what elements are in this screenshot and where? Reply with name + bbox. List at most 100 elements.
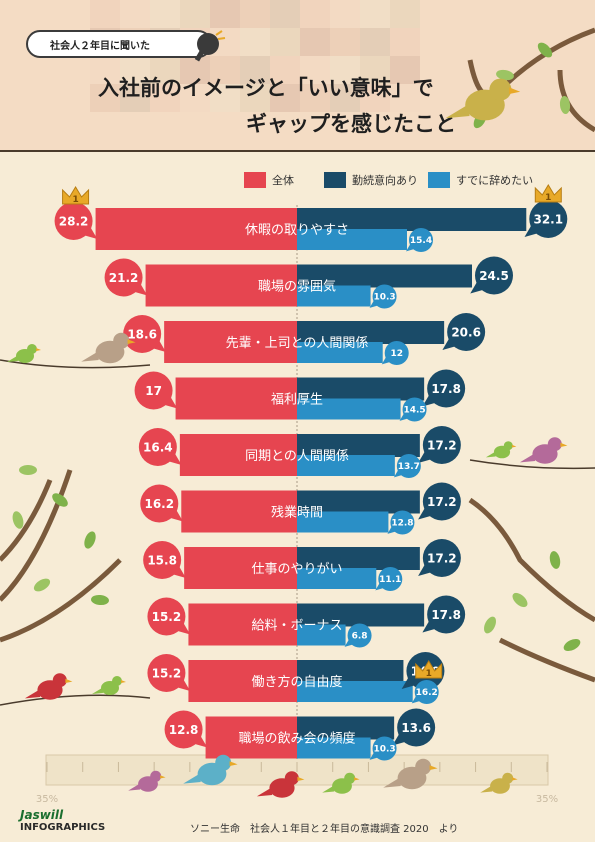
value-bubble-total	[143, 541, 182, 579]
value-bubble-total	[123, 315, 162, 353]
bird-beak	[65, 678, 73, 683]
bird-head	[150, 770, 162, 782]
value-bubble-total	[54, 202, 93, 240]
legend-item-continue: 勤続意向あり	[324, 172, 418, 188]
category-label: 同期との人間関係	[245, 449, 349, 464]
legend-label-continue: 勤続意向あり	[352, 174, 418, 187]
bird-head	[489, 78, 512, 101]
bird-beak	[229, 761, 238, 766]
survey-bubble: 社会人２年目に聞いた	[26, 30, 212, 58]
bar-total	[164, 321, 297, 363]
leaf	[484, 616, 496, 634]
category-label: 休暇の取りやすさ	[245, 223, 349, 238]
value-bubble-total-label: 15.2	[152, 666, 182, 680]
value-bubble-quit	[378, 567, 403, 591]
value-bubble-quit	[347, 623, 372, 648]
brand-subtitle: INFOGRAPHICS	[20, 822, 106, 833]
value-bubble-total-tail	[194, 736, 208, 748]
bar-continue	[297, 547, 420, 570]
value-bubble-total	[134, 371, 173, 410]
bar-continue	[297, 603, 425, 627]
value-bubble-continue	[422, 426, 461, 464]
leaf	[33, 578, 51, 592]
legend-swatch-quit	[428, 172, 450, 188]
leaf	[537, 42, 553, 58]
legend-label-quit: すでに辞めたい	[456, 174, 534, 187]
page-title-line1: 入社前のイメージと「いい意味」で	[98, 76, 434, 100]
bar-continue	[297, 264, 472, 288]
value-bubble-continue	[422, 539, 461, 577]
crown-icon	[534, 184, 562, 203]
value-bubble-total-tail	[176, 623, 191, 635]
bird-head	[415, 758, 432, 775]
leaf	[19, 465, 37, 475]
value-bubble-quit	[409, 228, 433, 252]
value-bubble-quit-tail	[369, 300, 378, 308]
value-bubble-total-tail	[164, 397, 178, 409]
tree-branch-left	[0, 469, 122, 643]
leaf	[12, 511, 24, 529]
bird-head	[547, 437, 562, 452]
bird-beak	[354, 777, 360, 781]
value-bubble-total-label: 18.6	[127, 327, 157, 341]
bar-quit	[297, 681, 413, 702]
value-bubble-quit-label: 14.5	[403, 406, 425, 416]
header-rope	[0, 150, 595, 152]
bird-tail	[445, 105, 470, 119]
bar-total	[188, 603, 297, 646]
value-bubble-quit-label: 11.1	[379, 575, 401, 585]
value-bubble-total-tail	[176, 679, 191, 692]
bar-total	[184, 547, 297, 589]
bar-continue	[297, 377, 425, 401]
value-bubble-quit	[396, 454, 421, 478]
value-bubble-total-label: 15.2	[152, 610, 182, 624]
value-bubble-continue-tail	[442, 338, 456, 351]
bar-quit	[297, 398, 401, 420]
value-bubble-total	[147, 654, 186, 692]
bird-tail	[183, 774, 201, 784]
value-bubble-total-label: 16.2	[144, 497, 174, 511]
axis-label-left: 35%	[36, 794, 58, 805]
value-bubble-total-label: 16.4	[143, 440, 173, 454]
bar-quit	[297, 455, 395, 476]
bird-tail	[383, 778, 401, 788]
value-bubble-total	[104, 258, 143, 297]
bird-head	[52, 673, 67, 688]
value-bubble-total-label: 21.2	[109, 271, 139, 285]
value-bubble-continue-tail	[422, 621, 436, 633]
bird-beak	[127, 339, 136, 344]
value-bubble-continue-label: 17.2	[427, 495, 457, 509]
value-bubble-total-tail	[134, 284, 148, 296]
value-bubble-total-tail	[152, 340, 166, 353]
crown-rank: 1	[545, 193, 551, 203]
leaf	[91, 594, 109, 606]
category-label: 働き方の自由度	[251, 674, 342, 690]
category-label: 職場の飲み会の頻度	[238, 731, 355, 747]
rope-left	[0, 359, 151, 369]
legend-swatch-continue	[324, 172, 346, 188]
bird-beak	[509, 87, 521, 94]
legend-swatch-total	[244, 172, 266, 188]
value-bubble-continue-label: 17.2	[427, 438, 457, 452]
bird-beak	[121, 680, 126, 683]
value-bubble-total	[147, 597, 186, 636]
rope-bottom-left	[0, 694, 151, 706]
value-bubble-quit-tail	[399, 413, 408, 421]
bird-head	[502, 772, 514, 784]
bar-continue	[297, 321, 445, 344]
value-bubble-total-tail	[172, 566, 186, 579]
value-bubble-continue-label: 17.8	[431, 382, 461, 396]
survey-bubble-text: 社会人２年目に聞いた	[50, 40, 150, 52]
value-bubble-continue-tail	[418, 564, 432, 577]
bird-tail	[92, 688, 103, 694]
bird-head	[215, 754, 232, 771]
bar-continue	[297, 490, 420, 514]
legend-label-total: 全体	[272, 174, 294, 187]
value-bubble-continue	[475, 256, 513, 295]
crown-rank: 1	[426, 669, 432, 679]
bird-tail	[519, 454, 536, 463]
category-label: 給料・ボーナス	[251, 619, 342, 634]
category-label: 先輩・上司との人間関係	[226, 336, 369, 351]
value-bubble-quit-label: 15.4	[410, 236, 432, 246]
bird-tail	[24, 690, 41, 699]
